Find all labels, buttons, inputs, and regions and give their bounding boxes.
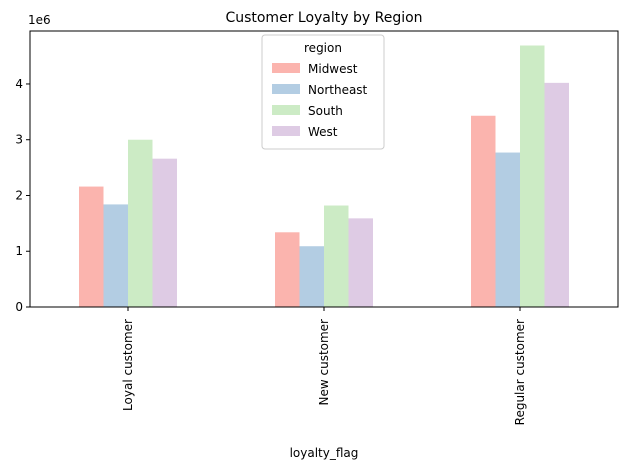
y-tick-label-3: 3: [15, 133, 23, 147]
legend-label-south: South: [308, 104, 343, 118]
y-scale-label: 1e6: [28, 13, 51, 27]
legend-label-west: West: [308, 125, 338, 139]
y-tick-label-2: 2: [15, 188, 23, 202]
bar-northeast-2: [495, 152, 520, 307]
legend-label-midwest: Midwest: [308, 62, 358, 76]
legend-swatch-midwest: [272, 63, 300, 73]
legend-swatch-south: [272, 105, 300, 115]
bar-northeast-0: [103, 204, 128, 307]
legend-swatch-northeast: [272, 84, 300, 94]
y-tick-label-1: 1: [15, 244, 23, 258]
legend-title: region: [304, 41, 342, 55]
bar-west-0: [152, 158, 177, 307]
legend-label-northeast: Northeast: [308, 83, 368, 97]
bar-south-1: [324, 205, 349, 307]
bar-west-2: [544, 82, 569, 307]
legend-swatch-west: [272, 126, 300, 136]
bar-midwest-2: [471, 115, 496, 307]
bar-south-2: [520, 45, 545, 307]
bar-midwest-0: [79, 186, 104, 307]
bar-west-1: [348, 218, 373, 307]
bar-northeast-1: [299, 246, 324, 307]
bar-south-0: [128, 139, 153, 307]
x-tick-label-2: Regular customer: [513, 319, 527, 425]
legend: region Midwest Northeast South West: [261, 34, 385, 150]
y-tick-label-0: 0: [15, 300, 23, 314]
x-tick-label-0: Loyal customer: [121, 319, 135, 411]
x-tick-label-1: New customer: [317, 319, 331, 406]
chart-title: Customer Loyalty by Region: [225, 10, 422, 26]
x-axis-label: loyalty_flag: [290, 446, 359, 460]
bar-midwest-1: [275, 232, 300, 307]
y-tick-label-4: 4: [15, 77, 23, 91]
plot-area: 0 1 2 3 4 Loyal customer New customer Regular c…: [15, 30, 619, 425]
